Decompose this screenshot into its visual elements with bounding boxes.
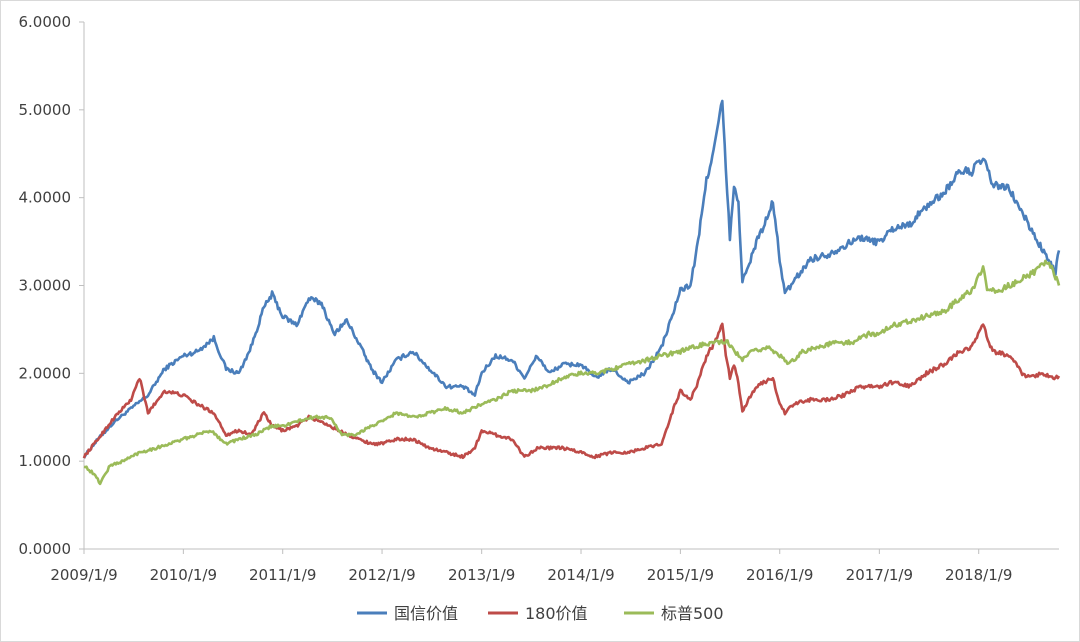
legend-label-2: 标普500 xyxy=(661,604,724,623)
y-tick-label: 5.0000 xyxy=(19,101,72,119)
x-tick-label: 2011/1/9 xyxy=(249,566,316,584)
legend-label-1: 180价值 xyxy=(525,604,588,623)
y-tick-label: 6.0000 xyxy=(19,13,72,31)
axes: 0.0000 1.0000 2.0000 3.0000 4.0000 5.0000 6.00… xyxy=(19,13,1059,584)
y-tick-label: 1.0000 xyxy=(19,452,72,470)
x-tick-label: 2010/1/9 xyxy=(150,566,217,584)
legend-label-0: 国信价值 xyxy=(394,604,458,623)
legend: 国信价值 180价值 标普500 xyxy=(357,604,724,623)
x-tick-label: 2015/1/9 xyxy=(647,566,714,584)
x-tick-label: 2009/1/9 xyxy=(50,566,117,584)
x-tick-label: 2013/1/9 xyxy=(448,566,515,584)
series-line-2 xyxy=(83,259,1061,486)
x-tick-label: 2014/1/9 xyxy=(547,566,614,584)
y-tick-label: 2.0000 xyxy=(19,364,72,382)
y-tick-label: 0.0000 xyxy=(19,540,72,558)
series-line-0 xyxy=(82,99,1061,459)
series-layer xyxy=(82,99,1061,486)
x-tick-label: 2018/1/9 xyxy=(945,566,1012,584)
x-tick-label: 2017/1/9 xyxy=(846,566,913,584)
x-tick-label: 2016/1/9 xyxy=(746,566,813,584)
x-tick-label: 2012/1/9 xyxy=(348,566,415,584)
y-tick-label: 3.0000 xyxy=(19,277,72,295)
y-tick-label: 4.0000 xyxy=(19,189,72,207)
series-line-1 xyxy=(82,322,1061,460)
